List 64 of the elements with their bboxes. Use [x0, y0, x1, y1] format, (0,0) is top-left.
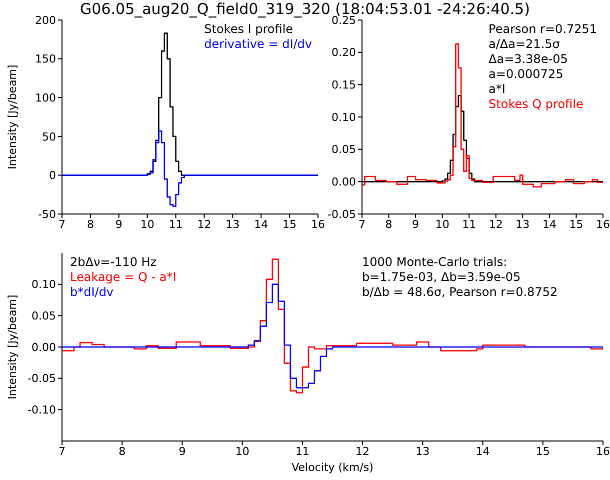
x-tick-label: 15: [569, 218, 584, 231]
legend-title: 2bΔν=-110 Hz: [70, 255, 158, 270]
x-tick-label: 16: [596, 218, 610, 231]
y-tick-label: 150: [35, 52, 56, 66]
x-tick-label: 7: [58, 218, 66, 231]
y-tick-label: 0.10: [32, 278, 56, 292]
annotation: a=0.000725: [488, 67, 564, 82]
x-tick-label: 16: [311, 218, 325, 231]
x-tick-label: 11: [168, 218, 183, 231]
y-tick-label: 100: [35, 92, 56, 105]
x-tick-label: 12: [197, 218, 212, 231]
x-tick-label: 12: [488, 218, 503, 231]
y-tick-label: 0.10: [332, 110, 356, 124]
y-tick-label: 200: [35, 14, 56, 27]
x-tick-label: 14: [542, 218, 556, 231]
y-tick-label: 0.00: [332, 176, 356, 189]
text: Stokes Q profile: [488, 97, 584, 112]
x-tick-label: 8: [86, 218, 94, 231]
y-tick-label: 0.00: [32, 340, 56, 354]
x-tick-label: 16: [596, 444, 610, 458]
y-axis-title: Intensity [Jy/beam]: [6, 64, 19, 170]
x-tick-label: 13: [226, 218, 240, 231]
annotation: Δa=3.38e-05: [488, 52, 569, 67]
x-tick-label: 11: [462, 218, 476, 231]
annotation: b/Δb = 48.6σ, Pearson r=0.8752: [362, 285, 558, 300]
y-tick-label: 0.20: [332, 46, 356, 60]
y-tick-label: -50: [38, 208, 56, 221]
x-tick-label: 14: [254, 218, 268, 231]
annotation: 1000 Monte-Carlo trials:: [362, 255, 508, 270]
x-tick-label: 10: [435, 218, 450, 231]
x-tick-label: 15: [536, 444, 550, 458]
x-tick-label: 10: [140, 218, 154, 231]
y-tick-label: 0.15: [332, 78, 356, 92]
y-tick-label: -0.05: [28, 372, 56, 386]
text: Leakage = Q - a*I: [70, 270, 176, 285]
x-tick-label: 7: [358, 218, 366, 231]
x-axis-title: Velocity (km/s): [292, 461, 374, 474]
y-tick-label: 50: [42, 130, 56, 144]
x-tick-label: 10: [235, 444, 250, 458]
x-tick-label: 13: [516, 218, 530, 231]
x-tick-label: 12: [356, 444, 370, 458]
y-tick-label: 0: [49, 169, 56, 182]
annotation: Pearson r=0.7251: [488, 22, 597, 37]
text: derivative = dI/dv: [204, 37, 312, 52]
y-tick-label: -0.10: [28, 404, 56, 417]
x-tick-label: 8: [118, 444, 126, 458]
x-tick-label: 11: [295, 444, 310, 458]
annotation: a/Δa=21.5σ: [488, 37, 561, 52]
x-tick-label: 8: [385, 218, 392, 231]
x-tick-label: 15: [282, 218, 297, 231]
text: a*I: [488, 82, 506, 97]
y-axis-title: Intensity [Jy/beam]: [6, 294, 19, 400]
y-tick-label: 0.05: [332, 143, 356, 156]
x-tick-label: 14: [476, 444, 490, 458]
y-tick-label: -0.05: [328, 208, 356, 221]
y-tick-label: 0.05: [32, 310, 56, 323]
x-tick-label: 9: [178, 444, 186, 458]
text: Stokes I profile: [204, 22, 294, 37]
x-tick-label: 7: [58, 444, 66, 458]
annotation: b=1.75e-03, Δb=3.59e-05: [362, 270, 522, 285]
text: b*dI/dv: [70, 285, 115, 300]
x-tick-label: 9: [412, 218, 420, 231]
x-tick-label: 9: [115, 218, 122, 231]
x-tick-label: 13: [416, 444, 430, 458]
